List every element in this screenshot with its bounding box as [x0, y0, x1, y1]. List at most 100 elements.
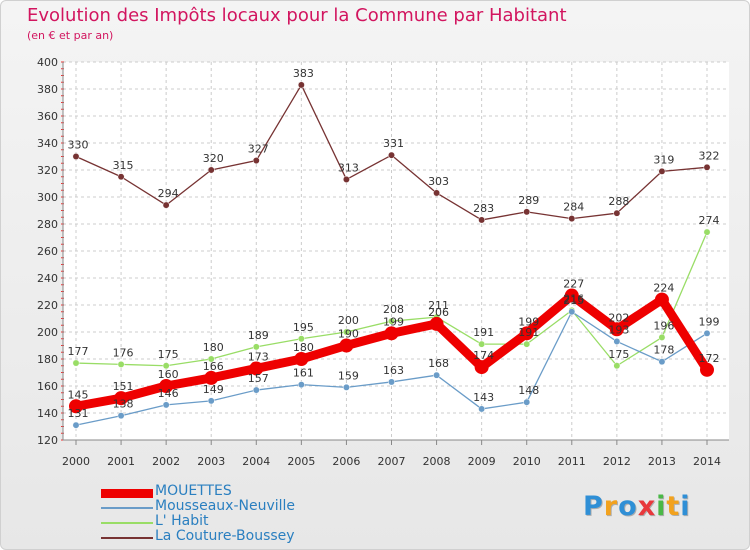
data-label: 199 [699, 315, 720, 328]
data-point [384, 326, 399, 341]
data-point [342, 176, 350, 183]
grid-lines [63, 61, 729, 441]
data-label: 177 [68, 345, 89, 358]
axes: 120 140 160 180 200 220 240 260 280 300 320 340 360 3… [37, 56, 729, 468]
data-label: 199 [518, 315, 539, 328]
data-point [703, 329, 711, 337]
data-label: 191 [473, 326, 494, 339]
data-point [613, 362, 621, 370]
data-point [700, 362, 714, 377]
y-tick-label: 400 [37, 56, 58, 69]
data-label: 330 [68, 139, 89, 152]
data-label: 149 [203, 383, 224, 396]
data-point [523, 340, 531, 348]
data-point [613, 338, 621, 345]
data-label: 215 [563, 294, 584, 307]
data-label: 168 [428, 357, 449, 370]
y-tick-label: 300 [37, 191, 58, 204]
series-group [69, 81, 714, 429]
data-label: 200 [338, 314, 359, 327]
proxiti-logo: Proxiti [583, 491, 691, 522]
legend-swatch [101, 522, 153, 524]
y-tick-label: 280 [37, 218, 58, 231]
data-point [519, 326, 534, 341]
data-point [339, 338, 354, 353]
data-point [204, 370, 219, 385]
data-label: 178 [653, 344, 674, 357]
legend-label: L' Habit [155, 513, 209, 529]
x-tick-label: 2004 [242, 455, 270, 468]
data-point [478, 340, 486, 348]
data-label: 327 [248, 143, 269, 156]
data-label: 172 [699, 352, 720, 365]
logo-letter: o [618, 491, 638, 522]
data-label: 189 [248, 329, 269, 342]
data-label: 159 [338, 369, 359, 382]
data-point [388, 151, 395, 159]
data-point [252, 157, 260, 165]
data-label: 157 [248, 372, 269, 385]
data-point [342, 328, 350, 336]
data-point [388, 317, 395, 325]
data-label: 202 [608, 311, 629, 324]
chart-title: Evolution des Impôts locaux pour la Comm… [27, 5, 567, 26]
data-point [297, 335, 305, 343]
y-tick-label: 220 [37, 299, 58, 312]
data-label: 227 [563, 278, 584, 291]
data-label: 191 [518, 326, 539, 339]
data-label: 193 [608, 323, 629, 336]
legend-item: La Couture-Boussey [101, 528, 401, 545]
data-label: 196 [653, 319, 674, 332]
y-tick-label: 240 [37, 272, 58, 285]
data-point [658, 358, 666, 366]
data-label: 288 [608, 195, 629, 208]
data-label: 180 [293, 341, 314, 354]
data-label: 161 [293, 367, 314, 380]
legend-item: Mousseaux-Neuville [101, 498, 401, 515]
data-label: 224 [653, 282, 674, 295]
data-point [658, 167, 666, 175]
data-label: 131 [68, 407, 89, 420]
x-tick-label: 2001 [107, 455, 135, 468]
data-label: 274 [699, 214, 720, 227]
data-point [72, 359, 80, 367]
data-label: 163 [383, 364, 404, 377]
x-tick-label: 2002 [152, 455, 180, 468]
data-point [654, 292, 669, 307]
x-tick-label: 2014 [693, 455, 721, 468]
legend-swatch [101, 537, 153, 539]
y-tick-label: 380 [37, 83, 58, 96]
data-label: 322 [699, 149, 720, 162]
data-point [252, 386, 260, 394]
data-point [523, 398, 531, 406]
data-point [342, 383, 350, 391]
data-point [159, 379, 174, 393]
data-label: 284 [563, 201, 584, 214]
y-tick-label: 200 [37, 326, 58, 339]
data-point [523, 208, 531, 216]
y-tick-label: 340 [37, 137, 58, 150]
y-tick-label: 140 [37, 407, 58, 420]
x-tick-label: 2003 [197, 455, 225, 468]
data-labels: 330 315 294 320 327 383 313 331 303 283 289 284 288 3… [68, 67, 720, 420]
data-label: 143 [473, 391, 494, 404]
data-label: 195 [293, 321, 314, 334]
data-label: 174 [473, 349, 494, 362]
data-label: 303 [428, 175, 449, 188]
y-tick-label: 320 [37, 164, 58, 177]
data-point [297, 381, 305, 389]
chart-subtitle: (en € et par an) [27, 29, 114, 42]
data-point [429, 316, 444, 331]
data-label: 180 [203, 341, 224, 354]
logo-letter: i [680, 491, 691, 522]
legend-swatch [101, 507, 153, 509]
data-point [294, 352, 309, 366]
data-label: 146 [158, 387, 179, 400]
data-point [207, 397, 215, 405]
data-label: 190 [338, 328, 359, 341]
data-label: 294 [158, 187, 179, 200]
x-tick-label: 2013 [648, 455, 676, 468]
data-label: 320 [203, 152, 224, 165]
legend-label: MOUETTES [155, 483, 232, 499]
